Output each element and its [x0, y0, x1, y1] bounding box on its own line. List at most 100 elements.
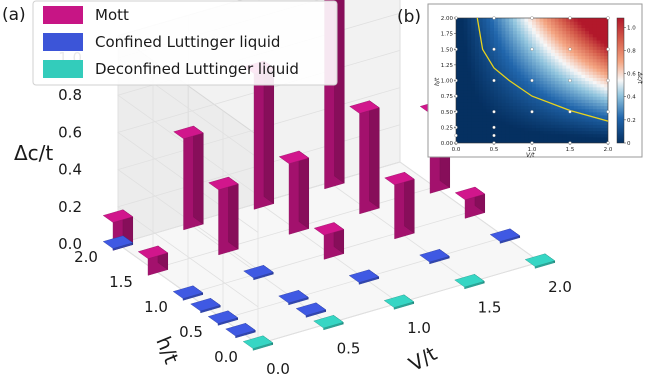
heatmap-y-tick-label: 1.75: [441, 32, 454, 38]
y-tick-label: 2.0: [74, 248, 98, 266]
bar-confined-luttinger-liquid: [172, 285, 204, 301]
x-tick-label: 1.0: [407, 319, 431, 337]
legend: Mott Confined Luttinger liquid Deconfine…: [32, 0, 338, 86]
panel-label-b: (b): [397, 7, 421, 27]
legend-swatch-mott: [43, 6, 83, 24]
heatmap-y-tick-label: 0.25: [441, 125, 454, 131]
sample-point: [568, 78, 572, 83]
colorbar-tick-label: 0.6: [627, 72, 636, 78]
heatmap-y-tick-label: 2.00: [441, 16, 454, 22]
bar-confined-luttinger-liquid: [190, 297, 221, 314]
legend-label-mott: Mott: [95, 6, 129, 24]
heatmap-y-tick-label: 1.25: [441, 63, 454, 69]
bar-mott: [173, 125, 204, 231]
z-tick-label: 0.2: [58, 198, 82, 216]
heatmap-x-tick-label: 0.0: [452, 147, 461, 153]
z-tick-label: 0.4: [58, 161, 82, 179]
heatmap-x-title: V/t: [526, 152, 535, 159]
bar-confined-luttinger-liquid: [278, 289, 309, 306]
y-tick-label: 1.0: [144, 298, 168, 316]
sample-point: [568, 110, 572, 114]
heatmap-cells: [456, 18, 608, 143]
sample-point: [492, 16, 496, 20]
heatmap-y-tick-label: 0.50: [441, 110, 454, 116]
heatmap-x-tick-label: 2.0: [604, 147, 613, 153]
bar-deconfined-luttinger-liquid: [454, 273, 485, 290]
sample-point: [492, 47, 496, 51]
sample-point: [530, 16, 534, 20]
bar-deconfined-luttinger-liquid: [313, 314, 344, 331]
legend-label-deconfined: Deconfined Luttinger liquid: [95, 60, 299, 78]
bar-mott: [384, 171, 415, 240]
bar-confined-luttinger-liquid: [419, 248, 450, 265]
x-tick-label: 0.5: [337, 340, 361, 358]
bar-confined-luttinger-liquid: [225, 322, 256, 339]
y-tick-label: 1.5: [109, 273, 133, 291]
colorbar-tick-label: 0.2: [627, 118, 636, 124]
z-tick-label: 0.8: [58, 86, 82, 104]
heatmap-y-tick-label: 0.75: [441, 94, 454, 100]
sample-point: [606, 110, 610, 114]
sample-point: [492, 133, 496, 138]
y-tick-label: 0.5: [179, 323, 203, 341]
heatmap-y-tick-label: 1.00: [441, 79, 454, 85]
bar-mott: [349, 100, 380, 215]
sample-point: [492, 110, 496, 114]
grid-line-z: [117, 124, 401, 308]
heatmap-y-tick-label: 1.50: [441, 47, 454, 53]
sample-point: [492, 125, 496, 130]
bar3d-ticks: 0.00.20.40.60.81.00.00.51.01.52.00.00.51…: [58, 49, 572, 376]
panel-label-a: (a): [2, 5, 26, 25]
heatmap-y-title: h/t: [434, 77, 441, 86]
bar-confined-luttinger-liquid: [243, 264, 274, 281]
heatmap-y-tick-label: 0.00: [441, 141, 454, 147]
sample-point: [568, 16, 572, 20]
sample-point: [454, 133, 458, 138]
inset-heatmap: 0.0 0.5 1.0 1.5 2.0 0.00 0.25 0.50 0.75 1.00 1.25 1…: [427, 3, 643, 159]
heatmap-x-tick-label: 0.5: [490, 147, 499, 153]
colorbar-tick-label: 0.8: [627, 48, 636, 54]
legend-swatch-deconfined: [43, 60, 83, 78]
x-tick-label: 0.0: [266, 360, 290, 376]
x-axis-title: V/t: [405, 341, 442, 376]
bar-mott: [137, 245, 169, 276]
heatmap-x-tick-label: 1.5: [566, 147, 575, 153]
colorbar-tick-label: 0.4: [627, 95, 636, 101]
bar-confined-luttinger-liquid: [102, 235, 134, 251]
legend-label-confined: Confined Luttinger liquid: [95, 33, 280, 51]
sample-point: [606, 47, 610, 51]
x-tick-label: 1.5: [478, 299, 502, 317]
sample-point: [606, 78, 610, 83]
colorbar-tick-label: 0: [627, 141, 631, 147]
sample-point: [530, 47, 534, 51]
bar-mott: [454, 186, 486, 219]
bar-confined-luttinger-liquid: [295, 302, 327, 318]
legend-box: [32, 0, 338, 86]
colorbar-ticks: 0 0.2 0.4 0.6 0.8 1.0: [624, 25, 636, 147]
heatmap-x-tick-label: 1.0: [528, 147, 537, 153]
x-tick-label: 2.0: [548, 278, 572, 296]
legend-swatch-confined: [43, 33, 83, 51]
bar-confined-luttinger-liquid: [348, 269, 380, 285]
heatmap-ticks: 0.0 0.5 1.0 1.5 2.0 0.00 0.25 0.50 0.75 1.00 1.25 1…: [441, 16, 613, 153]
z-tick-label: 0.0: [58, 235, 82, 253]
colorbar-title: Δc/t: [636, 71, 643, 84]
z-tick-label: 0.6: [58, 123, 82, 141]
z-axis-title: Δc/t: [14, 141, 53, 165]
bar-mott: [278, 150, 310, 235]
bar-deconfined-luttinger-liquid: [383, 294, 415, 310]
bar-confined-luttinger-liquid: [207, 310, 239, 326]
sample-point: [530, 110, 534, 114]
grid-line-z: [117, 87, 401, 270]
sample-point: [568, 47, 572, 51]
sample-point: [606, 16, 610, 20]
bar-mott: [208, 176, 239, 256]
bar-mott: [313, 222, 345, 260]
bar-deconfined-luttinger-liquid: [524, 253, 556, 269]
sample-point: [530, 78, 534, 83]
bar-deconfined-luttinger-liquid: [242, 335, 274, 351]
y-tick-label: 0.0: [214, 348, 238, 366]
colorbar: [616, 17, 625, 144]
bar-confined-luttinger-liquid: [489, 228, 521, 244]
